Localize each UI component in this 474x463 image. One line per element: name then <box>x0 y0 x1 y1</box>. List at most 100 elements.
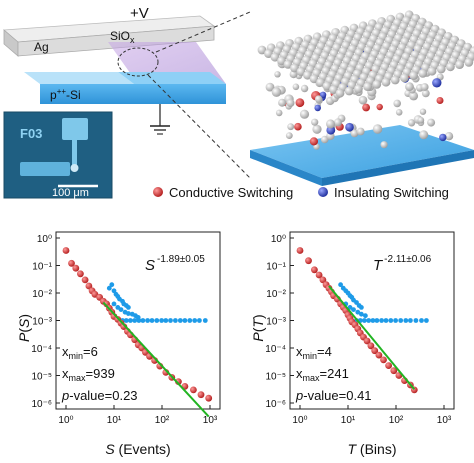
molecule-atom <box>285 132 293 140</box>
inset-label: F03 <box>20 126 42 141</box>
silicon-substrate <box>24 72 226 104</box>
y-tick-label: 10⁻¹ <box>32 262 52 273</box>
zoom-line-top <box>155 11 251 53</box>
molecule-atom <box>294 122 302 131</box>
insulating-point <box>370 318 376 323</box>
x-tick-label: 10¹ <box>107 415 122 426</box>
molecule-atom <box>295 98 305 108</box>
y-tick-label: 10⁻⁵ <box>31 372 52 383</box>
electrode-atom <box>372 80 382 89</box>
y-tick-label: 10⁻⁴ <box>31 344 52 355</box>
stats-annotation: xmin=4 xmax=241 p-value=0.41 <box>295 344 372 403</box>
electrode-atom <box>455 60 464 69</box>
insulating-point <box>419 318 424 323</box>
insulating-point <box>202 318 208 323</box>
insulating-point <box>118 307 124 312</box>
x-axis-label: S (Events) <box>105 441 170 457</box>
scale-bar-label: 100 μm <box>52 187 89 199</box>
insulating-point <box>111 301 117 307</box>
electrode-atom <box>418 69 428 78</box>
molecule-atom <box>362 103 370 112</box>
molecule-atom <box>432 78 442 88</box>
insulating-point <box>182 318 188 323</box>
insulating-point <box>374 318 380 323</box>
insulating-point <box>125 305 131 310</box>
molecule-atom <box>299 109 310 119</box>
electrode-atom <box>400 73 409 83</box>
molecule-atom <box>358 95 368 105</box>
conductive-point <box>205 394 213 402</box>
conductive-point <box>72 264 80 272</box>
insulating-point <box>109 282 115 288</box>
electrode-atom <box>344 86 354 96</box>
insulating-point <box>159 318 165 323</box>
insulating-point <box>398 318 404 323</box>
voltage-label: +V <box>130 5 149 22</box>
conductive-point <box>363 337 371 345</box>
insulating-point <box>366 318 372 323</box>
electrode-atom <box>363 82 372 91</box>
insulating-point <box>177 318 183 323</box>
molecule-atom <box>275 109 283 117</box>
insulating-point <box>403 318 409 323</box>
exponent-annotation: S -1.89±0.05 <box>145 254 205 274</box>
electrode-atom <box>316 78 325 87</box>
electrode-atom <box>303 70 312 80</box>
molecule-atom <box>265 82 275 92</box>
molecule-atom <box>300 84 309 93</box>
molecule-atom <box>311 118 319 126</box>
insulating-point <box>388 318 394 323</box>
electrode-atom <box>309 74 319 84</box>
electrode-atom <box>264 49 273 58</box>
insulating-point <box>383 318 389 323</box>
molecule-atom <box>314 95 323 103</box>
molecule-atom <box>436 97 444 104</box>
ground-icon <box>150 104 170 135</box>
chart-avalanche-size: P(S) S (Events) S -1.89±0.05 xmin=6 xmax=… <box>16 231 221 457</box>
microscope-inset: F03 100 μm <box>3 111 113 199</box>
conductive-point <box>380 356 387 364</box>
x-tick-label: 10¹ <box>341 415 356 426</box>
molecular-schematic <box>250 10 474 186</box>
conductive-point <box>190 386 197 394</box>
x-tick-label: 10³ <box>203 415 218 426</box>
highlight-circle <box>117 47 159 77</box>
insulating-point <box>408 318 413 323</box>
conductive-point <box>120 323 128 330</box>
insulating-point <box>123 318 129 323</box>
insulating-point <box>168 318 173 323</box>
insulating-point <box>351 307 356 312</box>
electrode-atom <box>283 60 293 69</box>
insulating-point <box>413 318 419 323</box>
x-tick-label: 10⁰ <box>58 415 73 426</box>
x-tick-label: 10⁰ <box>292 415 307 426</box>
y-tick-label: 10⁻³ <box>266 317 286 328</box>
x-tick-label: 10³ <box>437 415 452 426</box>
insulating-point <box>106 285 112 291</box>
insulating-point <box>379 318 384 323</box>
conductive-legend-marker <box>153 187 163 197</box>
conductive-point <box>375 351 383 359</box>
conductive-point <box>197 391 205 399</box>
electrode-atom <box>427 66 437 76</box>
molecule-atom <box>393 99 402 108</box>
conductive-point <box>81 276 89 284</box>
device-schematic: +V Ag SiOx p++-Si <box>3 5 251 179</box>
molecule-atom <box>278 98 287 107</box>
molecule-atom <box>333 118 342 127</box>
x-axis-label: T (Bins) <box>347 441 396 457</box>
electrode-atom <box>335 88 345 98</box>
conductive-point <box>305 257 312 265</box>
y-tick-label: 10⁻⁶ <box>31 399 52 410</box>
electrode-atom <box>390 75 400 85</box>
chart-avalanche-duration: P(T) T (Bins) T -2.11±0.06 xmin=4 xmax=24… <box>250 231 455 457</box>
y-tick-label: 10⁰ <box>271 234 286 245</box>
insulating-point <box>163 318 169 323</box>
molecule-atom <box>405 82 414 92</box>
conductive-point <box>390 367 398 375</box>
molecule-atom <box>395 109 403 116</box>
electrode-atom <box>329 85 338 94</box>
molecule-atom <box>380 141 388 149</box>
conductive-point <box>85 282 93 290</box>
molecule-atom <box>417 116 425 124</box>
